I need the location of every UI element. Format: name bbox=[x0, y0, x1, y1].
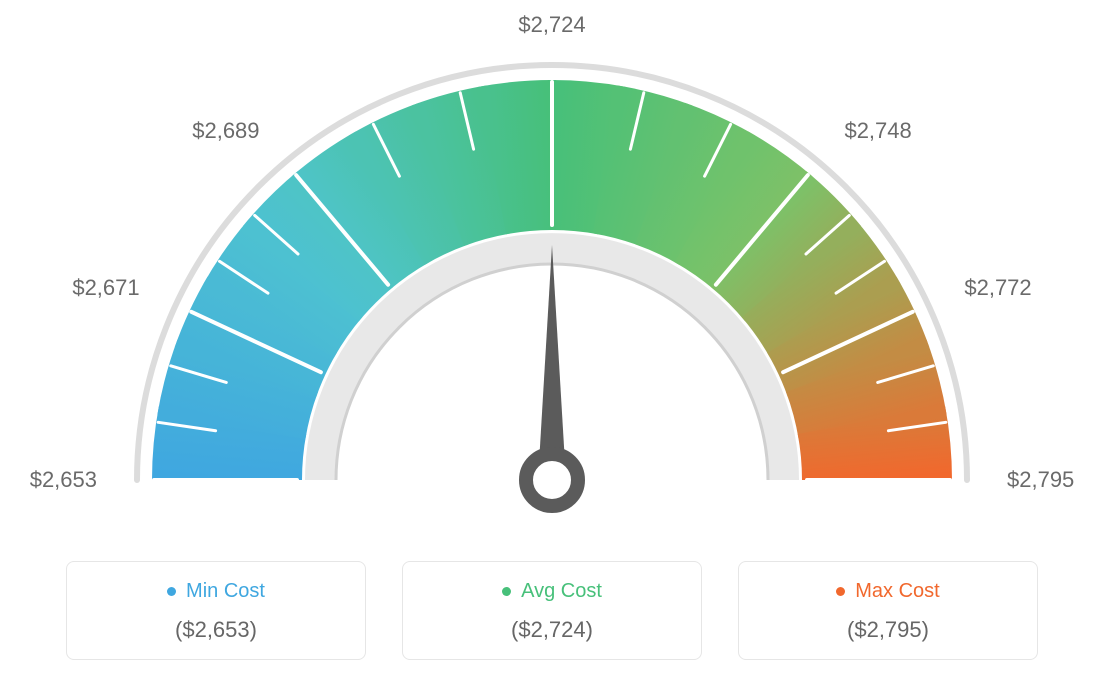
gauge-tick-label: $2,689 bbox=[192, 118, 259, 144]
gauge-tick-label: $2,748 bbox=[844, 118, 911, 144]
legend-title-avg: Avg Cost bbox=[403, 580, 701, 603]
gauge-area: $2,653 $2,671 $2,689 $2,724 $2,748 $2,772 $2,7… bbox=[0, 0, 1104, 560]
legend-dot-max bbox=[836, 587, 845, 596]
legend-card-min: Min Cost ($2,653) bbox=[66, 561, 366, 660]
legend-value-avg: ($2,724) bbox=[403, 617, 701, 643]
gauge-tick-label: $2,653 bbox=[30, 467, 97, 493]
gauge-tick-label: $2,772 bbox=[964, 275, 1031, 301]
gauge-svg bbox=[52, 20, 1052, 540]
legend-dot-min bbox=[167, 587, 176, 596]
legend-title-min: Min Cost bbox=[67, 580, 365, 603]
legend-title-max: Max Cost bbox=[739, 580, 1037, 603]
gauge-tick-label: $2,724 bbox=[518, 12, 585, 38]
legend-value-max: ($2,795) bbox=[739, 617, 1037, 643]
legend-value-min: ($2,653) bbox=[67, 617, 365, 643]
legend-row: Min Cost ($2,653) Avg Cost ($2,724) Max … bbox=[0, 561, 1104, 660]
legend-label-max: Max Cost bbox=[855, 580, 939, 603]
gauge-tick-label: $2,795 bbox=[1007, 467, 1074, 493]
gauge-tick-label: $2,671 bbox=[72, 275, 139, 301]
legend-card-max: Max Cost ($2,795) bbox=[738, 561, 1038, 660]
gauge-needle bbox=[526, 245, 578, 506]
legend-card-avg: Avg Cost ($2,724) bbox=[402, 561, 702, 660]
legend-label-avg: Avg Cost bbox=[521, 580, 602, 603]
legend-label-min: Min Cost bbox=[186, 580, 265, 603]
legend-dot-avg bbox=[502, 587, 511, 596]
chart-container: $2,653 $2,671 $2,689 $2,724 $2,748 $2,772 $2,7… bbox=[0, 0, 1104, 690]
